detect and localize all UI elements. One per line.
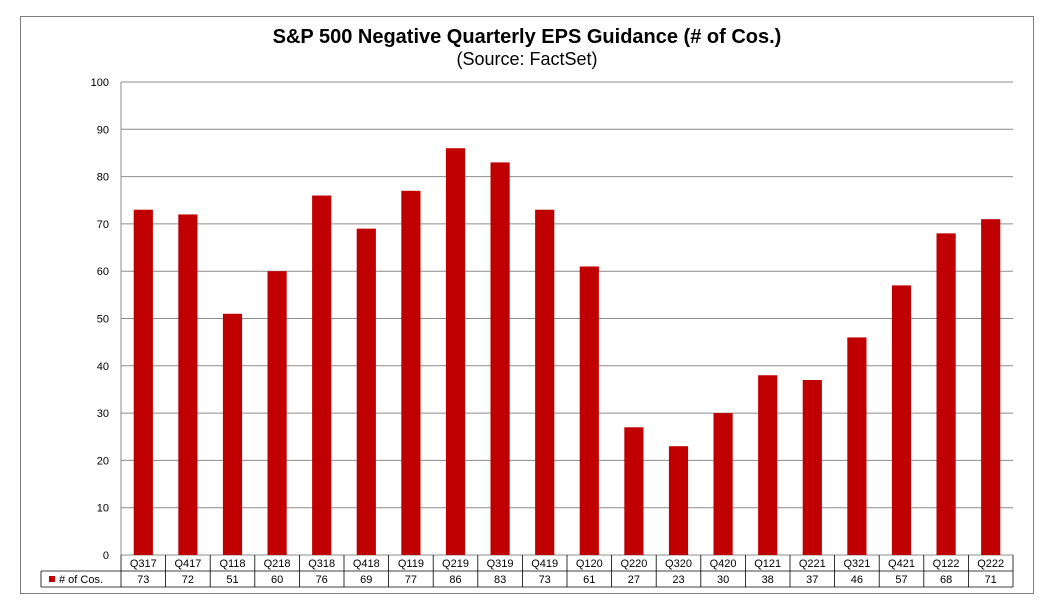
y-tick-label-10: 10 <box>97 503 109 515</box>
bars <box>133 148 1001 556</box>
value-label-Q222: 71 <box>985 574 997 586</box>
bar-Q321 <box>847 337 867 555</box>
bar-Q121 <box>758 375 778 555</box>
bar-Q122 <box>936 233 956 556</box>
bar-Q420 <box>713 413 733 555</box>
category-label-Q421: Q421 <box>888 558 915 570</box>
value-label-Q122: 68 <box>940 574 952 586</box>
category-label-Q419: Q419 <box>531 558 558 570</box>
category-label-Q218: Q218 <box>264 558 291 570</box>
bar-Q419 <box>535 209 555 555</box>
bar-Q417 <box>178 214 198 555</box>
y-tick-label-20: 20 <box>97 455 109 467</box>
category-label-Q320: Q320 <box>665 558 692 570</box>
value-label-Q320: 23 <box>672 574 684 586</box>
bar-Q418 <box>356 228 376 555</box>
chart-subtitle: (Source: FactSet) <box>456 49 597 69</box>
bar-Q320 <box>668 446 689 555</box>
category-label-Q420: Q420 <box>710 558 737 570</box>
category-label-Q222: Q222 <box>977 558 1004 570</box>
y-tick-label-60: 60 <box>97 266 109 278</box>
legend-label: # of Cos. <box>59 574 103 586</box>
category-label-Q318: Q318 <box>308 558 335 570</box>
value-label-Q118: 51 <box>226 574 238 586</box>
category-label-Q122: Q122 <box>933 558 960 570</box>
value-label-Q421: 57 <box>895 574 907 586</box>
value-label-Q221: 37 <box>806 574 818 586</box>
y-tick-label-80: 80 <box>97 172 109 184</box>
y-tick-label-0: 0 <box>103 550 109 562</box>
bar-Q222 <box>981 219 1001 556</box>
y-tick-label-50: 50 <box>97 314 109 326</box>
category-label-Q321: Q321 <box>843 558 870 570</box>
category-label-Q219: Q219 <box>442 558 469 570</box>
category-label-Q220: Q220 <box>620 558 647 570</box>
gridlines <box>120 81 1013 556</box>
category-label-Q319: Q319 <box>487 558 514 570</box>
category-label-Q317: Q317 <box>130 558 157 570</box>
value-label-Q317: 73 <box>137 574 149 586</box>
value-label-Q321: 46 <box>851 574 863 586</box>
category-label-Q120: Q120 <box>576 558 603 570</box>
bar-Q120 <box>579 266 599 555</box>
category-label-Q418: Q418 <box>353 558 380 570</box>
value-label-Q219: 86 <box>449 574 461 586</box>
category-label-Q221: Q221 <box>799 558 826 570</box>
value-label-Q120: 61 <box>583 574 595 586</box>
y-tick-label-40: 40 <box>97 361 109 373</box>
category-label-Q119: Q119 <box>398 558 424 570</box>
value-label-Q417: 72 <box>182 574 194 586</box>
bar-Q220 <box>624 427 644 555</box>
chart-title: S&P 500 Negative Quarterly EPS Guidance … <box>273 26 782 48</box>
bar-Q118 <box>222 313 243 555</box>
bar-chart: S&P 500 Negative Quarterly EPS Guidance … <box>40 26 1014 588</box>
category-label-Q417: Q417 <box>174 558 201 570</box>
legend-swatch <box>49 576 55 582</box>
chart-frame: S&P 500 Negative Quarterly EPS Guidance … <box>20 16 1034 594</box>
y-axis-ticks: 0 10 20 30 40 50 60 70 80 90 100 <box>91 77 109 562</box>
bar-Q221 <box>802 379 822 555</box>
y-tick-label-100: 100 <box>91 77 109 89</box>
bar-Q317 <box>133 209 153 555</box>
value-label-Q119: 77 <box>405 574 417 586</box>
value-label-Q319: 83 <box>494 574 506 586</box>
value-label-Q121: 38 <box>762 574 774 586</box>
value-label-Q318: 76 <box>316 574 328 586</box>
value-label-Q218: 60 <box>271 574 283 586</box>
value-label-Q220: 27 <box>628 574 640 586</box>
value-label-Q420: 30 <box>717 574 729 586</box>
value-label-Q418: 69 <box>360 574 372 586</box>
data-table: Q317 73 Q417 72 Q118 51 Q218 60 Q318 76 Q418 69 Q119… <box>40 555 1014 588</box>
y-tick-label-30: 30 <box>97 408 109 420</box>
bar-Q318 <box>312 195 332 555</box>
category-label-Q118: Q118 <box>219 558 245 570</box>
bar-Q218 <box>267 271 287 555</box>
value-label-Q419: 73 <box>539 574 551 586</box>
y-tick-label-90: 90 <box>97 124 109 136</box>
y-tick-label-70: 70 <box>97 219 109 231</box>
bar-Q421 <box>891 285 912 555</box>
bar-Q319 <box>490 162 510 555</box>
bar-Q219 <box>445 148 466 555</box>
bar-Q119 <box>401 190 421 556</box>
category-label-Q121: Q121 <box>754 558 781 570</box>
